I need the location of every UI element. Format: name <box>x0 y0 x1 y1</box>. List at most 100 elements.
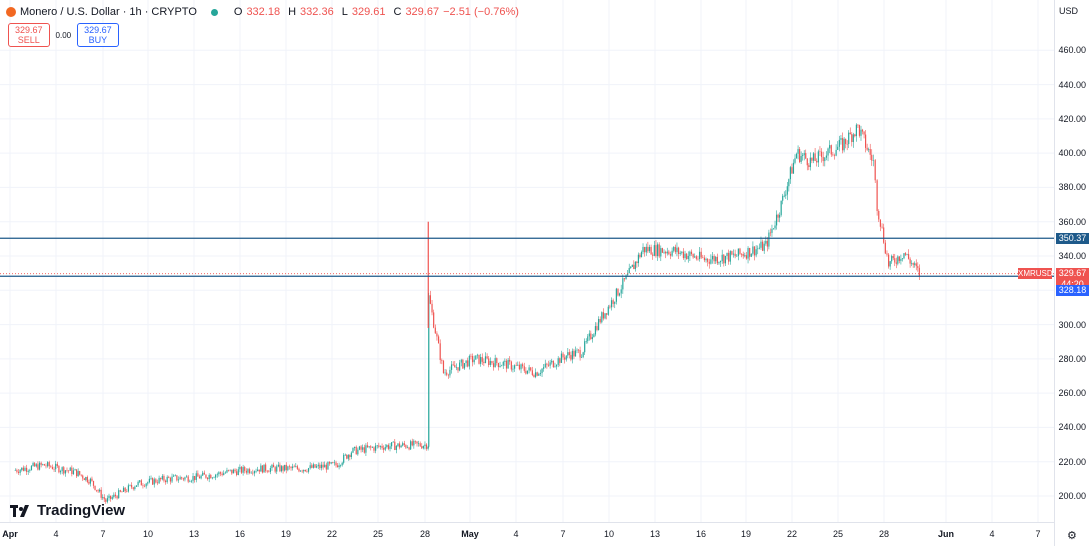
candle-body <box>692 253 694 258</box>
candle-body <box>891 255 893 262</box>
currency-selector[interactable]: USD <box>1059 6 1079 16</box>
candle-body <box>200 475 202 479</box>
candle-body <box>881 226 883 228</box>
candle-body <box>618 293 621 296</box>
candle-body <box>571 350 574 360</box>
candle-body <box>861 129 864 132</box>
candle-body <box>788 179 790 187</box>
candle-body <box>489 361 491 366</box>
candle-body <box>234 469 236 472</box>
candle-body <box>868 149 870 150</box>
candle-body <box>100 489 102 498</box>
candle-body <box>481 357 483 362</box>
buy-button[interactable]: 329.67 BUY <box>77 23 119 47</box>
candle-body <box>319 464 321 469</box>
candle-body <box>203 472 205 475</box>
sell-button[interactable]: 329.67 SELL <box>8 23 50 47</box>
candle-body <box>812 153 815 161</box>
candle-body <box>726 252 728 256</box>
market-status-icon[interactable] <box>210 8 218 16</box>
candle-body <box>610 300 613 308</box>
tradingview-logo[interactable]: TradingView <box>10 502 125 519</box>
candle-body <box>244 467 246 471</box>
candle-body <box>82 475 84 479</box>
x-tick-label: 4 <box>53 529 59 539</box>
candle-body <box>61 467 63 472</box>
candle-body <box>242 467 244 473</box>
candle-body <box>843 138 845 151</box>
candle-body <box>386 445 388 448</box>
candle-body <box>631 264 633 267</box>
high-value: 332.36 <box>300 6 334 18</box>
candle-body <box>17 471 20 473</box>
price-chart[interactable] <box>0 0 1054 522</box>
candle-body <box>417 443 420 444</box>
candle-body <box>901 258 904 260</box>
candle-body <box>358 446 361 450</box>
candle-body <box>703 257 706 261</box>
candle-body <box>858 125 861 136</box>
candle-body <box>142 485 144 486</box>
candle-body <box>539 373 542 374</box>
candle-body <box>707 258 709 262</box>
candle-body <box>226 470 228 473</box>
candle-body <box>83 478 85 481</box>
candle-body <box>414 440 417 442</box>
candle-body <box>303 469 305 472</box>
candle-body <box>677 247 680 254</box>
candle-body <box>783 195 785 197</box>
candle-body <box>777 214 779 218</box>
candle-body <box>894 258 896 263</box>
candle-body <box>883 227 885 243</box>
candle-body <box>94 485 96 490</box>
candle-body <box>460 359 462 363</box>
candle-body <box>806 158 808 166</box>
candle-body <box>97 490 99 492</box>
candle-body <box>105 499 107 502</box>
candle-body <box>181 477 183 479</box>
line-upper-tag: 350.37 <box>1056 232 1089 244</box>
candle-body <box>416 441 418 444</box>
candle-body <box>384 447 386 450</box>
candle-body <box>352 447 354 453</box>
y-tick-label: 200.00 <box>1058 491 1086 501</box>
x-tick-label: 4 <box>513 529 519 539</box>
candle-body <box>265 464 267 471</box>
candle-body <box>533 374 535 378</box>
candle-body <box>846 143 848 145</box>
x-tick-label: 13 <box>188 529 200 539</box>
candle-body <box>468 355 470 367</box>
candle-body <box>185 476 188 478</box>
candle-body <box>327 462 329 470</box>
candle-body <box>99 489 101 492</box>
candle-body <box>601 312 603 323</box>
candle-body <box>121 491 123 493</box>
time-axis[interactable]: Apr 4 7 10 13 16 19 22 25 28 May 4 7 10 13 16 19 22 25 28 Ju… <box>0 522 1054 546</box>
candle-body <box>119 490 121 492</box>
chart-svg[interactable] <box>0 0 1054 522</box>
candle-body <box>68 470 70 472</box>
candle-body <box>89 478 92 484</box>
candle-body <box>609 306 611 308</box>
candle-body <box>379 445 382 447</box>
candle-body <box>630 266 632 268</box>
candle-body <box>363 447 365 453</box>
candle-body <box>376 445 378 447</box>
candle-body <box>554 366 556 368</box>
candle-body <box>744 255 746 257</box>
y-tick-label: 400.00 <box>1058 148 1086 159</box>
candle-body <box>476 354 479 356</box>
candle-body <box>582 352 584 357</box>
candle-body <box>750 253 752 257</box>
settings-icon[interactable]: ⚙ <box>1067 530 1077 542</box>
symbol-tag: XMRUSD <box>1018 268 1053 280</box>
candle-body <box>897 256 899 264</box>
change-value: −2.51 (−0.76%) <box>443 6 519 18</box>
candle-body <box>820 151 823 157</box>
candle-body <box>588 333 590 337</box>
price-axis[interactable]: USD 200.00 220.00 240.00 260.00 280.00 300.00… <box>1054 0 1090 546</box>
candle-body <box>240 466 243 473</box>
symbol-title[interactable]: Monero / U.S. Dollar · 1h · CRYPTO <box>20 6 197 18</box>
candle-body <box>505 360 508 369</box>
candle-body <box>349 455 351 458</box>
